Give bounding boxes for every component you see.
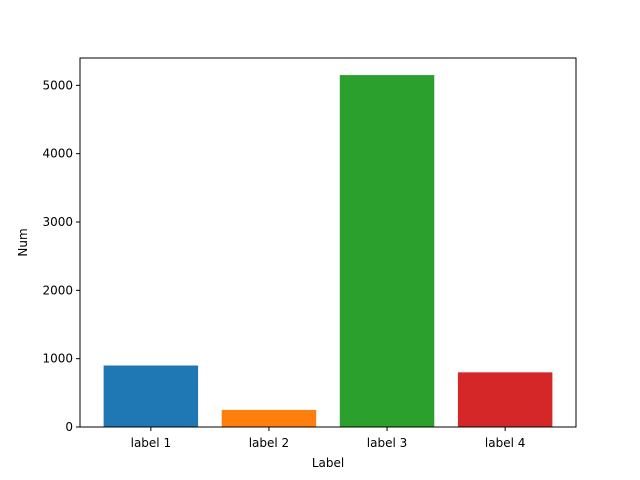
x-tick-label: label 1 — [131, 436, 171, 450]
y-axis-title: Num — [16, 228, 30, 256]
x-tick-label: label 2 — [249, 436, 289, 450]
y-tick-label: 5000 — [42, 78, 73, 92]
plot-frame — [79, 57, 577, 428]
bar-2 — [221, 409, 317, 427]
y-tick-label: 0 — [65, 420, 73, 434]
x-tick-label: label 4 — [485, 436, 525, 450]
bar-1 — [103, 365, 199, 427]
y-axis-ticks: 0 1000 2000 3000 4000 5000 — [42, 78, 80, 434]
x-axis-ticks: label 1 label 2 label 3 label 4 — [131, 427, 525, 450]
x-axis-title: Label — [312, 456, 344, 470]
y-tick-label: 1000 — [42, 352, 73, 366]
bar-3 — [339, 75, 435, 427]
y-tick-label: 2000 — [42, 283, 73, 297]
y-tick-label: 4000 — [42, 147, 73, 161]
bar-4 — [457, 372, 553, 427]
bar-group — [103, 75, 553, 427]
x-tick-label: label 3 — [367, 436, 407, 450]
y-tick-label: 3000 — [42, 215, 73, 229]
